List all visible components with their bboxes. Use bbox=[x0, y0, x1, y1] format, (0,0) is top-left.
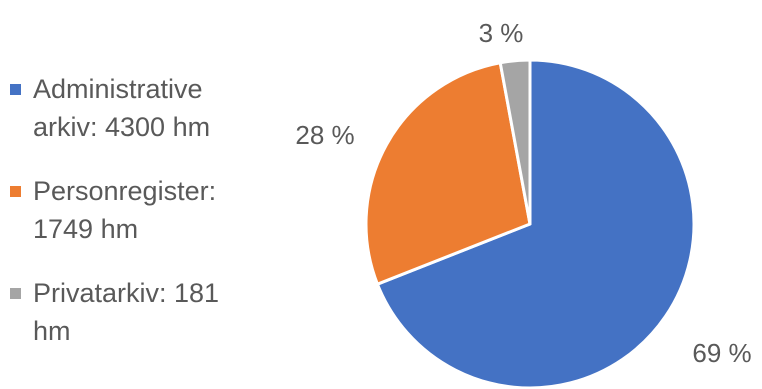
pie-slice-privatarkiv bbox=[498, 58, 532, 226]
pie-slice-administrative bbox=[375, 58, 696, 389]
legend-swatch-administrative bbox=[10, 84, 21, 95]
legend-swatch-privatarkiv bbox=[10, 288, 21, 299]
legend-item-personregister: Personregister: 1749 hm bbox=[10, 172, 270, 248]
legend-item-privatarkiv: Privatarkiv: 181 hm bbox=[10, 274, 270, 350]
pie-slices bbox=[364, 58, 696, 389]
legend-swatch-personregister bbox=[10, 186, 21, 197]
legend-label-administrative: Administrative arkiv: 4300 hm bbox=[33, 74, 211, 142]
pie-labels: 69 % 28 % 3 % bbox=[295, 18, 751, 368]
pie-label-privatarkiv: 3 % bbox=[479, 18, 524, 48]
pie-slice-personregister bbox=[364, 61, 532, 286]
legend-label-personregister: Personregister: 1749 hm bbox=[33, 176, 217, 244]
pie-label-personregister: 28 % bbox=[295, 120, 354, 150]
legend-label-privatarkiv: Privatarkiv: 181 hm bbox=[33, 278, 220, 346]
chart-legend: Administrative arkiv: 4300 hm Personregi… bbox=[10, 70, 270, 376]
pie-label-administrative: 69 % bbox=[692, 338, 751, 368]
legend-item-administrative: Administrative arkiv: 4300 hm bbox=[10, 70, 270, 146]
